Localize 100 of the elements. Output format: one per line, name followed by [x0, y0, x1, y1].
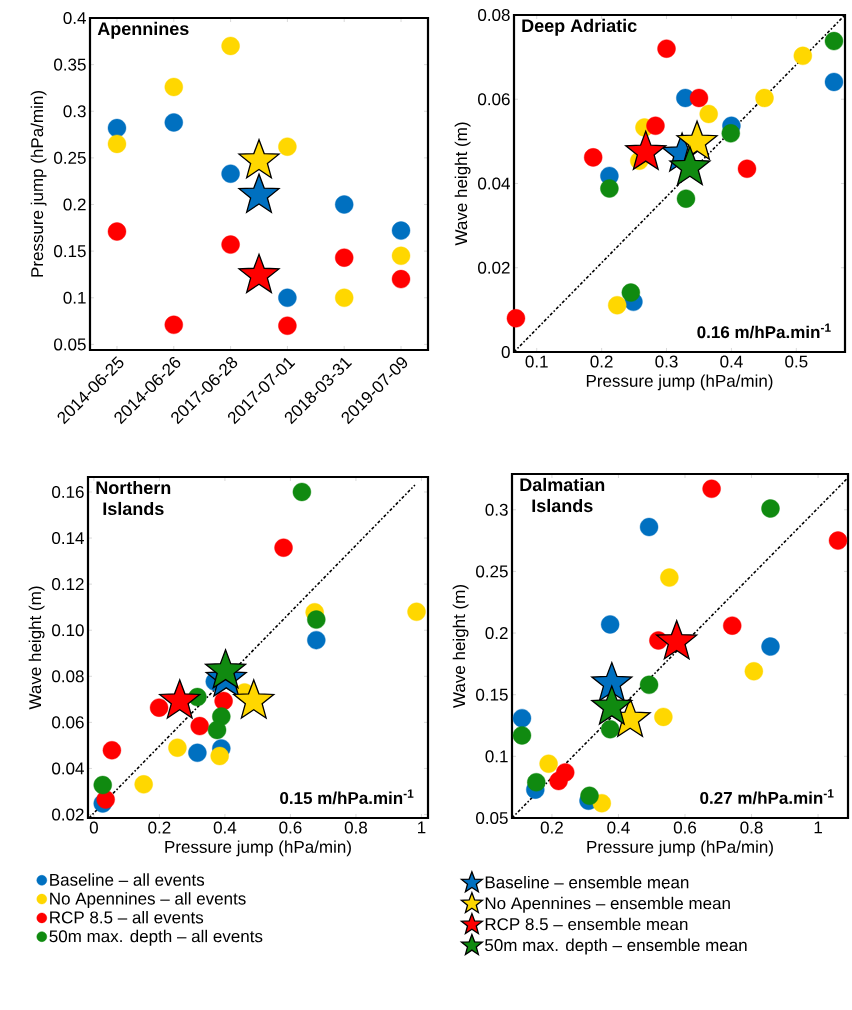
point [761, 637, 780, 656]
point [278, 316, 297, 335]
y-tick-label: 0.05 [54, 338, 86, 351]
point [549, 771, 568, 791]
y-tick-label: 0.02 [478, 261, 510, 274]
y-tick-label: 0.35 [54, 58, 86, 71]
point [608, 296, 627, 315]
point [204, 649, 247, 689]
annotation: 0.15 m/hPa.min$^{-1}$ [280, 789, 414, 805]
point [278, 137, 297, 156]
y-tick-label: 0.14 [52, 532, 84, 545]
point [723, 616, 742, 635]
y-tick-label: 0.25 [476, 565, 508, 578]
y-tick-label: 0.06 [52, 716, 84, 729]
x-tick-label: 1 [418, 821, 426, 834]
x-tick-label: 0.3 [655, 355, 678, 368]
point [214, 691, 233, 711]
point [274, 538, 293, 557]
x-tick-label: 1 [814, 821, 822, 834]
point [600, 720, 620, 739]
point [646, 116, 665, 135]
point [307, 610, 326, 629]
legend-label: 50m max. depth – ensemble mean [485, 938, 747, 955]
point [744, 662, 764, 681]
x-tick-label: 0.4 [720, 355, 743, 368]
point [721, 124, 740, 143]
y-tick-label: 0.06 [478, 93, 510, 106]
point [824, 72, 844, 92]
y-tick-label: 0.15 [54, 245, 86, 258]
point [669, 145, 711, 186]
legend-label: RCP 8.5 – all events [50, 910, 204, 924]
point [278, 288, 297, 307]
point [676, 189, 696, 208]
x-tick-label: 0 [89, 821, 98, 834]
point [159, 679, 201, 719]
point [539, 754, 558, 773]
text: Northern Islands [96, 480, 171, 516]
y-tick-label: 0.12 [52, 578, 84, 591]
point [737, 159, 757, 178]
legend-label: Baseline – ensemble mean [485, 875, 689, 889]
point [527, 773, 546, 792]
point [391, 221, 411, 240]
y-tick-label: 0.08 [478, 8, 510, 22]
point [335, 195, 354, 214]
y-axis-title: Wave height (m) [452, 585, 469, 708]
x-axis-title: Pressure jump (hPa/min) [587, 840, 773, 857]
legend-label: Baseline – all events [50, 873, 205, 886]
annotation: 0.27 m/hPa.min$^{-1}$ [700, 789, 834, 805]
point [335, 248, 354, 267]
text: Dalmatian Islands [520, 477, 605, 513]
x-tick-label: 0.2 [148, 821, 171, 834]
point [164, 77, 183, 97]
chart-title: Deep Adriatic [522, 18, 637, 36]
x-tick-label: 0.4 [213, 821, 237, 834]
point [621, 283, 641, 302]
point [407, 602, 426, 621]
y-tick-label: 0.04 [52, 762, 84, 775]
y-tick-label: 0.3 [485, 503, 508, 516]
point [580, 786, 599, 805]
y-tick-label: 0.1 [63, 291, 86, 304]
legend-label: 50m max. depth – all events [49, 929, 263, 946]
y-tick-label: 0.2 [485, 627, 508, 640]
point [164, 113, 183, 132]
y-tick-label: 0.2 [63, 198, 86, 211]
y-tick-label: 0.4 [63, 11, 86, 25]
point [639, 675, 659, 695]
y-tick-label: 0.08 [52, 670, 84, 683]
point [391, 269, 411, 289]
point [168, 738, 187, 757]
point [207, 720, 227, 740]
point [190, 716, 209, 736]
annotation: 0.16 m/hPa.min$^{-1}$ [697, 323, 831, 339]
y-tick-label: 0.02 [52, 808, 84, 821]
point [512, 726, 532, 745]
x-tick-label: 0.2 [540, 821, 563, 834]
point [660, 568, 679, 587]
point [639, 517, 659, 537]
x-tick-label: 0.6 [673, 821, 697, 834]
point [391, 246, 411, 265]
point [107, 222, 127, 241]
point [654, 707, 673, 727]
point [755, 88, 774, 108]
point [238, 253, 280, 294]
y-tick-label: 0.3 [63, 105, 86, 118]
point [238, 139, 280, 179]
point [238, 173, 280, 213]
point [699, 104, 718, 124]
point [512, 708, 532, 728]
point [233, 679, 275, 719]
point [164, 315, 183, 335]
point [824, 31, 844, 51]
point [702, 479, 721, 498]
y-axis-title: Wave height (m) [28, 586, 45, 710]
point [188, 743, 207, 762]
point [221, 36, 240, 56]
point [583, 148, 603, 167]
legend-label: No Apennines – all events [50, 892, 246, 909]
y-axis-title: Pressure jump (hPa/min) [30, 91, 47, 277]
point [307, 630, 326, 650]
point [102, 741, 122, 760]
